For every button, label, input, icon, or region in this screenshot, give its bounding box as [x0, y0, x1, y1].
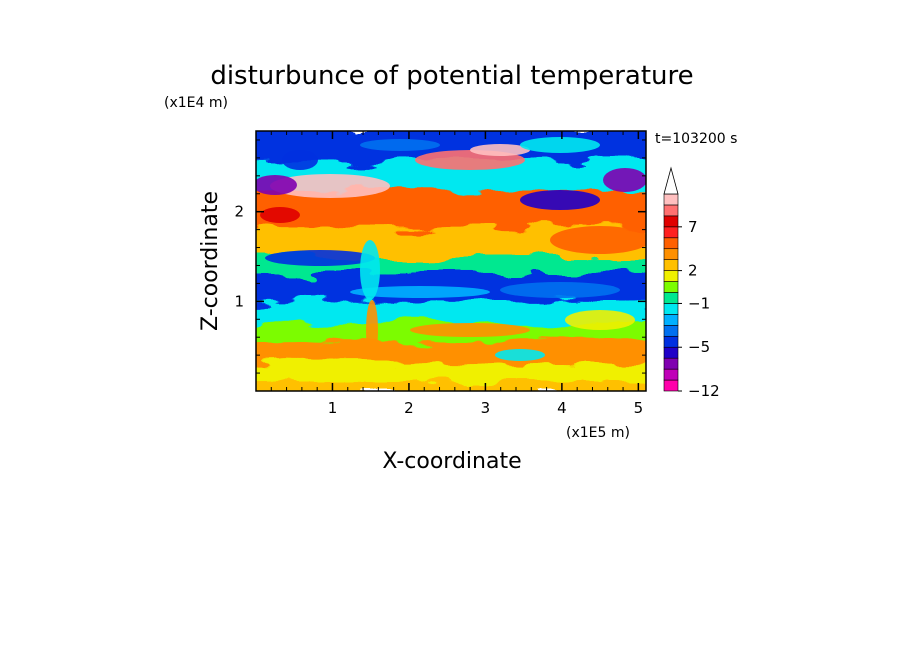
x-axis-label: X-coordinate [382, 449, 521, 474]
anomaly-patch [270, 174, 390, 198]
anomaly-patch [350, 286, 490, 298]
colorbar-swatch [663, 281, 679, 293]
colorbar-swatch [663, 215, 679, 228]
colorbar-swatch [663, 346, 679, 359]
colorbar-label: 2 [688, 262, 698, 280]
y-unit-label: (x1E4 m) [164, 95, 228, 111]
plot-frame [255, 130, 647, 392]
colorbar: −12−5−127 [663, 166, 720, 400]
y-axis-label: Z-coordinate [198, 191, 223, 331]
colorbar-extend-arrow [663, 166, 679, 195]
colorbar-swatch [663, 325, 679, 337]
anomaly-patch [495, 349, 545, 361]
x-tick-label: 3 [481, 399, 491, 417]
time-label: t=103200 s [655, 131, 737, 147]
x-tick-label: 2 [404, 399, 414, 417]
colorbar-label: −1 [688, 294, 710, 312]
anomaly-patch [366, 300, 378, 360]
colorbar-swatch [663, 226, 679, 239]
anomaly-patch [410, 323, 530, 337]
anomaly-patch [282, 150, 318, 170]
colorbar-swatch [663, 303, 679, 315]
anomaly-patch [256, 175, 297, 195]
x-tick-label: 5 [634, 399, 644, 417]
anomaly-patch [500, 282, 620, 298]
colorbar-swatch [663, 237, 679, 250]
anomaly-patch [520, 137, 600, 153]
plot-area [256, 131, 646, 391]
x-tick-label: 1 [328, 399, 338, 417]
temperature-anomalies [256, 137, 646, 361]
colorbar-swatch [663, 368, 679, 381]
colorbar-swatch [663, 292, 679, 304]
colorbar-label: 7 [688, 218, 698, 236]
colorbar-label: −12 [688, 382, 720, 400]
anomaly-patch [470, 144, 530, 156]
anomaly-patch [520, 190, 600, 210]
anomaly-patch [565, 310, 635, 330]
colorbar-swatch [663, 314, 679, 326]
x-axis: 1 2 3 4 5 [270, 131, 644, 417]
anomaly-patch [385, 206, 475, 224]
anomaly-patch [265, 250, 375, 266]
y-tick-label: 1 [234, 292, 244, 310]
y-axis: 12 [234, 139, 646, 374]
anomaly-patch [260, 342, 340, 358]
y-tick-label: 2 [234, 203, 244, 221]
x-unit-label: (x1E5 m) [566, 425, 630, 441]
colorbar-swatch [663, 259, 679, 271]
colorbar-swatch [663, 204, 679, 217]
anomaly-patch [603, 168, 646, 192]
temperature-field [256, 131, 646, 391]
x-tick-label: 4 [557, 399, 567, 417]
anomaly-patch [550, 226, 646, 254]
anomaly-patch [260, 207, 300, 223]
chart-title: disturbunce of potential temperature [210, 61, 693, 91]
colorbar-swatch [663, 270, 679, 282]
colorbar-swatch [663, 193, 679, 206]
colorbar-swatch [663, 357, 679, 370]
colorbar-swatch [663, 248, 679, 260]
anomaly-patch [360, 240, 380, 300]
anomaly-patch [360, 139, 440, 151]
colorbar-swatch [663, 335, 679, 348]
colorbar-swatch [663, 379, 679, 392]
colorbar-label: −5 [688, 338, 710, 356]
